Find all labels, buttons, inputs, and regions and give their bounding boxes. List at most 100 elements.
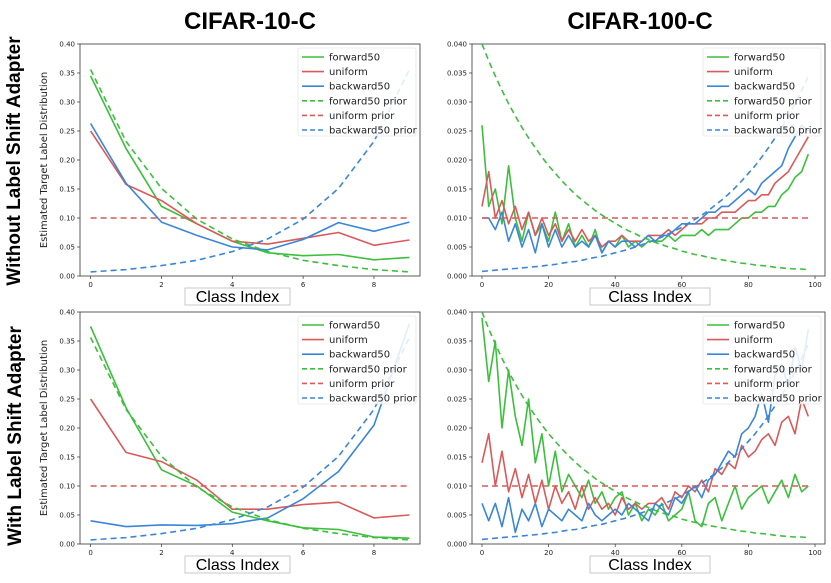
series-line-backward50: [481, 329, 810, 534]
legend-label: forward50: [329, 53, 380, 64]
y-tick-label: 0.000: [447, 273, 467, 281]
y-tick-label: 0.010: [447, 483, 467, 491]
x-axis-label: Class Index: [196, 289, 280, 306]
legend-label: backward50 prior: [734, 394, 823, 405]
x-tick-label: 100: [808, 549, 821, 557]
legend-box: [702, 47, 822, 137]
y-tick-label: 0.030: [447, 99, 467, 107]
legend-label: backward50: [734, 350, 795, 361]
x-tick-label: 60: [677, 281, 686, 289]
y-tick-label: 0.00: [59, 541, 75, 549]
y-tick-label: 0.025: [447, 396, 467, 404]
y-tick-label: 0.10: [59, 215, 75, 223]
legend-label: uniform: [734, 335, 773, 346]
legend-label: backward50 prior: [329, 394, 418, 405]
y-tick-label: 0.020: [447, 157, 467, 165]
y-tick-label: 0.000: [447, 541, 467, 549]
x-axis-label-box: [589, 555, 711, 574]
x-axis-label: Class Index: [196, 557, 280, 574]
x-tick-label: 60: [677, 549, 686, 557]
y-tick-label: 0.20: [59, 425, 75, 433]
x-tick-label: 100: [808, 281, 821, 289]
legend-label: forward50 prior: [329, 364, 408, 375]
legend: forward50 uniform backward50 forward50 prio…: [297, 315, 418, 405]
series-line-uniform: [89, 130, 410, 247]
x-tick-label: 4: [230, 281, 235, 289]
legend-label: forward50 prior: [734, 96, 813, 107]
x-tick-label: 8: [372, 281, 376, 289]
y-tick-label: 0.005: [447, 512, 467, 520]
y-tick-label: 0.10: [59, 483, 75, 491]
x-tick-label: 6: [301, 549, 306, 557]
series-line-forward50-prior: [481, 312, 809, 539]
x-tick-label: 6: [301, 281, 306, 289]
legend-box: [297, 315, 417, 405]
legend-label: uniform: [734, 67, 773, 78]
legend-box: [702, 315, 822, 405]
x-tick-label: 40: [611, 281, 620, 289]
y-tick-label: 0.25: [59, 396, 75, 404]
series-line-backward50: [90, 323, 411, 528]
y-tick-label: 0.025: [447, 128, 467, 136]
x-tick-label: 20: [544, 281, 553, 289]
series-line-forward50: [89, 326, 410, 539]
y-tick-label: 0.30: [59, 367, 75, 375]
y-tick-label: 0.035: [447, 338, 467, 346]
y-tick-label: 0.015: [447, 186, 467, 194]
y-tick-label: 0.35: [59, 70, 75, 78]
legend-label: uniform prior: [329, 379, 395, 390]
series-line-backward50-prior: [90, 69, 411, 273]
series-line-backward50-prior: [481, 343, 810, 541]
y-tick-label: 0.40: [59, 309, 75, 317]
series-line-uniform: [89, 398, 410, 519]
chart-panel-2: 0.000 0.005 0.010 0.015 0.020 0.025 0.030 0.035…: [447, 41, 826, 306]
series-group: [89, 69, 411, 273]
y-tick-label: 0.030: [447, 367, 467, 375]
series-group: [481, 44, 810, 273]
y-tick-label: 0.040: [447, 41, 467, 49]
x-axis-label-box: [184, 555, 291, 574]
y-axis-label: Estimated Target Label Distribution: [39, 340, 50, 516]
x-tick-label: 40: [611, 549, 620, 557]
x-axis-label: Class Index: [608, 289, 692, 306]
legend-label: backward50: [734, 82, 795, 93]
y-tick-label: 0.30: [59, 99, 75, 107]
y-tick-label: 0.05: [59, 244, 75, 252]
legend-label: uniform: [329, 67, 368, 78]
y-tick-label: 0.020: [447, 425, 467, 433]
chart-panel-4: 0.000 0.005 0.010 0.015 0.020 0.025 0.030 0.035…: [447, 309, 826, 574]
x-tick-label: 80: [744, 281, 753, 289]
y-tick-label: 0.040: [447, 309, 467, 317]
x-tick-label: 2: [159, 549, 163, 557]
series-line-forward50: [481, 317, 809, 528]
series-line-backward50-prior: [481, 75, 810, 273]
x-tick-label: 2: [159, 281, 163, 289]
legend-label: forward50: [329, 321, 380, 332]
y-tick-label: 0.15: [59, 454, 75, 462]
legend-label: uniform prior: [329, 111, 395, 122]
series-line-forward50-prior: [481, 44, 809, 271]
x-tick-label: 8: [372, 549, 376, 557]
x-tick-label: 0: [88, 549, 92, 557]
y-tick-label: 0.00: [59, 273, 75, 281]
y-tick-label: 0.035: [447, 70, 467, 78]
legend: forward50 uniform backward50 forward50 prio…: [702, 47, 823, 137]
y-tick-label: 0.05: [59, 512, 75, 520]
legend-label: backward50 prior: [329, 126, 418, 137]
series-group: [89, 323, 411, 541]
legend-label: uniform prior: [734, 111, 800, 122]
x-axis-label-box: [589, 287, 711, 306]
y-tick-label: 0.15: [59, 186, 75, 194]
x-tick-label: 4: [230, 549, 235, 557]
series-group: [481, 312, 810, 541]
x-tick-label: 0: [480, 549, 484, 557]
legend-label: uniform prior: [734, 379, 800, 390]
legend-label: forward50 prior: [734, 364, 813, 375]
legend-label: backward50 prior: [734, 126, 823, 137]
x-tick-label: 80: [744, 549, 753, 557]
legend: forward50 uniform backward50 forward50 prio…: [702, 315, 823, 405]
legend-label: backward50: [329, 82, 390, 93]
y-tick-label: 0.35: [59, 338, 75, 346]
series-line-backward50: [89, 123, 410, 251]
